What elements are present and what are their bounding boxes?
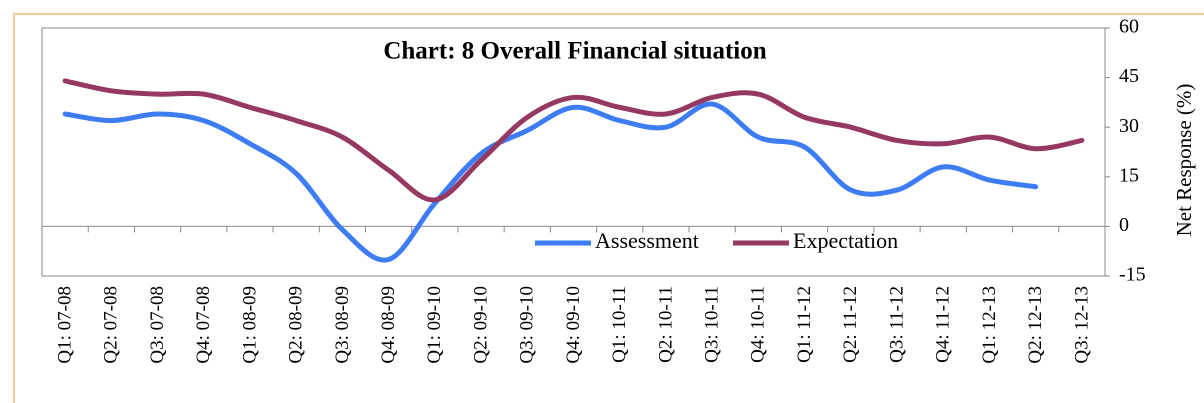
x-tick-label: Q4: 09-10	[563, 286, 584, 364]
frame	[13, 13, 1204, 403]
plot-area	[41, 27, 1106, 277]
x-tick-label: Q4: 11-12	[933, 286, 954, 363]
x-tick-label: Q4: 10-11	[748, 286, 769, 363]
x-tick-label: Q1: 11-12	[794, 286, 815, 363]
chart-title: Chart: 8 Overall Financial situation	[383, 38, 766, 65]
y-tick-label: 30	[1119, 115, 1139, 137]
x-tick-label: Q3: 08-09	[332, 286, 353, 364]
y-tick-label: 0	[1119, 214, 1129, 236]
x-tick-label: Q2: 08-09	[286, 286, 307, 364]
x-tick-label: Q1: 09-10	[424, 286, 445, 364]
x-tick-label: Q4: 07-08	[193, 286, 214, 364]
y-axis-label: Net Response (%)	[1172, 84, 1196, 237]
line-series	[62, 78, 1085, 203]
x-tick-label: Q2: 12-13	[1025, 286, 1046, 364]
x-tick-label: Q2: 11-12	[840, 286, 861, 363]
x-tick-label: Q3: 10-11	[702, 286, 723, 363]
x-tick-label: Q3: 11-12	[886, 286, 907, 363]
line-series	[62, 101, 1039, 263]
x-tick-label: Q3: 07-08	[147, 286, 168, 364]
x-tick-label: Q2: 10-11	[655, 286, 676, 363]
y-tick-label: 15	[1119, 164, 1139, 186]
x-tick-label: Q1: 07-08	[54, 286, 75, 364]
x-tick-label: Q2: 07-08	[101, 286, 122, 364]
x-tick-label: Q3: 12-13	[1071, 286, 1092, 364]
x-tick-label: Q4: 08-09	[378, 286, 399, 364]
y-tick-label: -15	[1119, 264, 1146, 286]
x-tick-label: Q1: 12-13	[979, 286, 1000, 364]
x-tick-label: Q1: 10-11	[609, 286, 630, 363]
x-tick-label: Q1: 08-09	[239, 286, 260, 364]
x-tick-label: Q2: 09-10	[470, 286, 491, 364]
y-tick-label: 60	[1119, 16, 1139, 38]
x-tick-label: Q3: 09-10	[517, 286, 538, 364]
legend-label: Expectation	[793, 228, 898, 253]
y-tick-label: 45	[1119, 65, 1139, 87]
legend-label: Assessment	[595, 228, 699, 253]
